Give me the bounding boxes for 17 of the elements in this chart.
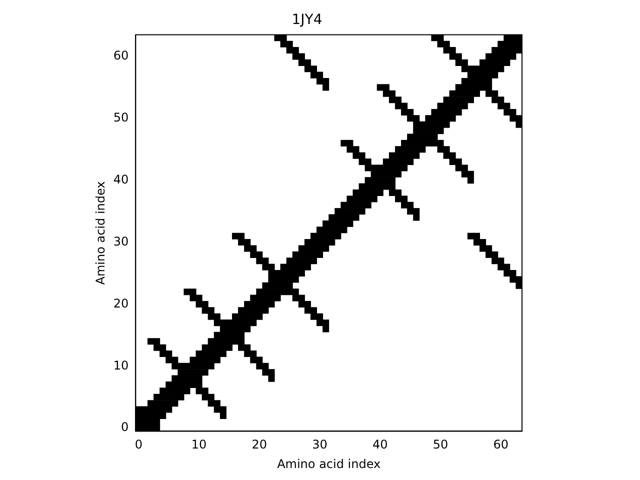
y-tick-label: 40 — [113, 172, 129, 186]
y-tick-label: 0 — [121, 420, 129, 434]
x-tick-label: 0 — [134, 438, 143, 452]
x-tick-label: 20 — [252, 438, 268, 452]
y-tick-label: 50 — [113, 110, 129, 125]
y-tick-label: 10 — [113, 358, 129, 372]
x-tick-label: 10 — [191, 438, 207, 452]
y-axis-title: Amino acid index — [93, 181, 108, 285]
x-tick-label: 40 — [372, 438, 388, 452]
y-tick-label: 20 — [113, 296, 129, 310]
x-tick-label: 30 — [312, 438, 328, 452]
x-tick-label: 60 — [493, 438, 509, 452]
y-tick-label: 30 — [113, 234, 129, 248]
x-axis-title: Amino acid index — [277, 456, 381, 471]
x-tick-label: 50 — [432, 438, 448, 452]
y-tick-label: 60 — [113, 48, 129, 63]
chart-title: 1JY4 — [292, 12, 322, 28]
